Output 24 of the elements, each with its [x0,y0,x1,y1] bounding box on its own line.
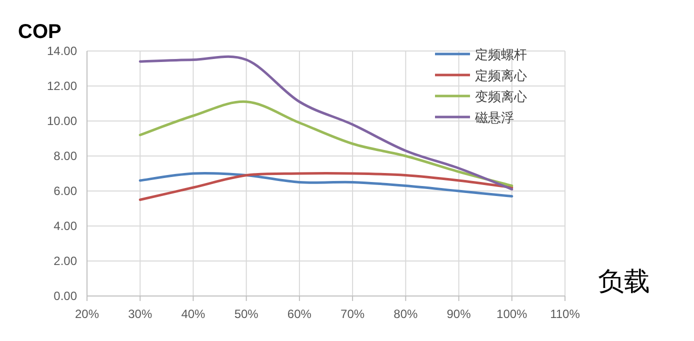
y-tick-label: 8.00 [54,149,78,163]
legend-label: 磁悬浮 [474,110,514,125]
y-tick-label: 0.00 [54,289,78,303]
legend-label: 变频离心 [475,89,527,104]
y-tick-label: 6.00 [54,184,78,198]
x-tick-label: 100% [496,307,528,321]
y-tick-label: 12.00 [46,79,78,93]
x-tick-label: 110% [550,307,580,321]
y-tick-label: 4.00 [54,219,78,233]
y-tick-label: 14.00 [46,44,78,58]
x-axis-title: 负载 [598,267,650,297]
x-tick-label: 90% [446,307,472,321]
x-tick-label: 70% [340,307,365,321]
x-tick-label: 40% [181,307,206,321]
x-tick-label: 80% [394,307,418,321]
x-tick-label: 60% [287,307,312,321]
y-tick-label: 2.00 [54,254,78,268]
legend-label: 定频螺杆 [475,47,527,62]
y-tick-label: 10.00 [46,114,78,128]
x-tick-label: 50% [234,307,259,321]
y-axis-title: COP [18,21,62,43]
x-tick-label: 20% [74,307,100,321]
legend-label: 定频离心 [475,68,527,83]
x-tick-label: 30% [128,307,152,321]
